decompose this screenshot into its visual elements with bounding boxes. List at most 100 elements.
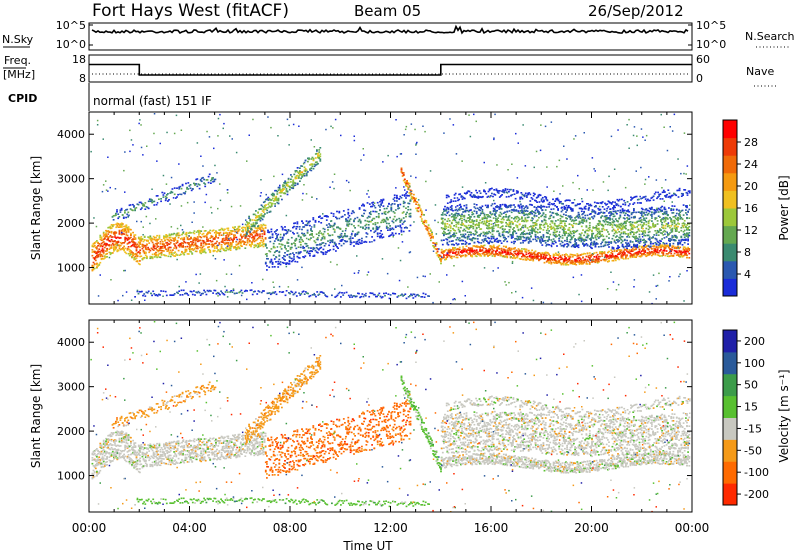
- power-cell: [309, 250, 311, 253]
- power-cell: [139, 238, 142, 240]
- power-cell: [638, 255, 641, 258]
- power-cell: [548, 238, 550, 241]
- power-cell: [508, 210, 511, 212]
- power-cell: [155, 247, 157, 250]
- power-cell: [403, 220, 406, 222]
- power-cell: [600, 252, 602, 255]
- power-cell: [587, 230, 590, 232]
- power-cell: [345, 235, 347, 238]
- power-cell: [456, 244, 459, 246]
- power-cell: [483, 220, 486, 223]
- power-cell: [480, 232, 483, 235]
- power-cell: [353, 241, 355, 243]
- power-cell: [201, 233, 204, 236]
- power-cell: [287, 178, 290, 181]
- power-cell: [399, 195, 402, 198]
- power-cell: [303, 226, 306, 228]
- power-cell: [531, 255, 533, 258]
- power-cell: [250, 223, 253, 226]
- power-cell: [642, 253, 644, 255]
- power-cell: [443, 232, 445, 235]
- power-cell: [143, 256, 146, 259]
- power-cell: [562, 220, 565, 223]
- power-cell: [481, 253, 484, 255]
- power-cell: [261, 215, 264, 217]
- power-cell: [595, 258, 598, 261]
- power-cell: [180, 193, 183, 196]
- power-cell: [601, 230, 604, 233]
- power-cell: [391, 203, 394, 205]
- power-cell: [623, 253, 626, 256]
- power-cell: [286, 262, 289, 264]
- power-cell: [454, 217, 457, 219]
- power-cell: [595, 242, 598, 244]
- power-cell: [321, 237, 324, 239]
- power-cell: [591, 261, 593, 263]
- power-cell: [444, 250, 446, 252]
- power-cell: [497, 220, 500, 223]
- power-cell: [450, 216, 453, 218]
- power-cell: [177, 193, 179, 196]
- power-cell: [204, 242, 207, 245]
- power-cell: [457, 223, 460, 225]
- power-cell: [239, 244, 242, 247]
- power-cell: [443, 208, 445, 210]
- power-cell: [321, 251, 324, 254]
- power-cell: [392, 221, 395, 224]
- power-cell: [233, 237, 235, 239]
- power-cell: [365, 226, 368, 229]
- power-cell: [255, 210, 257, 212]
- power-cell: [629, 256, 632, 259]
- power-cell: [643, 250, 645, 252]
- power-cell: [553, 229, 556, 232]
- power-cell: [597, 231, 600, 234]
- power-cell: [475, 220, 478, 223]
- power-cell: [603, 229, 606, 231]
- power-cell: [105, 242, 107, 245]
- power-cell: [543, 226, 546, 229]
- power-cell: [467, 235, 470, 238]
- power-cell: [124, 212, 126, 214]
- power-cell: [370, 205, 372, 208]
- power-cell: [513, 256, 515, 258]
- power-cell: [458, 209, 461, 211]
- power-cell: [528, 252, 531, 254]
- power-cell: [444, 224, 446, 226]
- power-cell: [487, 220, 489, 223]
- power-cell: [522, 205, 524, 207]
- power-cell: [225, 247, 227, 249]
- power-cell: [99, 251, 102, 253]
- power-cell: [526, 210, 529, 212]
- power-cell: [457, 238, 460, 241]
- power-cell: [262, 227, 265, 230]
- power-cell: [332, 228, 335, 230]
- power-cell: [501, 221, 504, 224]
- power-cell: [285, 232, 287, 235]
- power-cell: [295, 177, 298, 180]
- power-cell: [510, 234, 513, 236]
- power-cell: [169, 236, 172, 239]
- power-cell: [578, 263, 581, 265]
- power-cell: [379, 209, 381, 212]
- power-cell: [333, 223, 336, 226]
- power-cell: [515, 224, 518, 227]
- power-cell: [515, 249, 518, 251]
- power-cell: [631, 256, 634, 258]
- power-cell: [560, 263, 563, 266]
- power-cell: [393, 212, 396, 214]
- power-cell: [384, 213, 387, 215]
- power-cell: [499, 207, 502, 210]
- power-cell: [552, 234, 555, 236]
- power-cell: [116, 241, 119, 244]
- power-cell: [253, 240, 256, 243]
- power-cell: [166, 250, 169, 252]
- power-cell: [513, 240, 515, 243]
- power-cell: [636, 253, 639, 255]
- power-cell: [618, 249, 621, 251]
- power-cell: [621, 257, 624, 259]
- power-cell: [584, 231, 587, 234]
- power-cell: [225, 235, 227, 237]
- power-cell: [389, 229, 391, 231]
- power-cell: [587, 217, 590, 220]
- power-cell: [490, 241, 493, 243]
